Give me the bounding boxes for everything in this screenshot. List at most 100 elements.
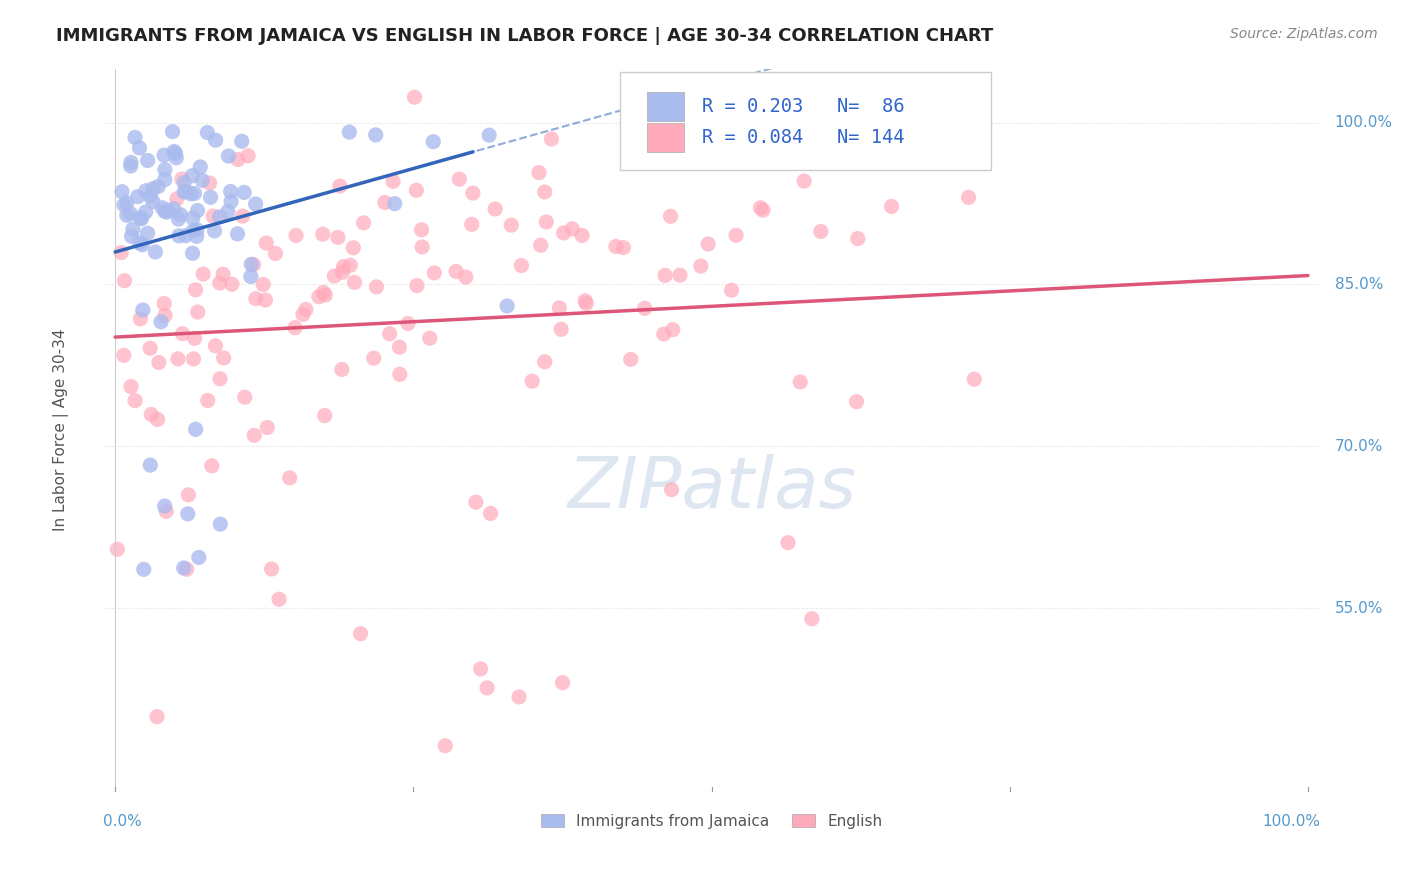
Point [195,126,218,140]
Point [411,223,433,237]
Point [120,206,142,220]
Point [314,288,336,302]
Point [278,471,301,485]
Text: 0.0%: 0.0% [103,814,142,829]
Point [131,211,153,226]
Point [217,149,239,163]
Point [120,159,142,173]
Point [312,285,335,300]
Point [173,185,195,199]
Point [669,268,692,283]
Point [128,141,150,155]
Point [148,355,170,369]
Point [112,198,135,212]
Point [793,174,815,188]
Point [209,517,232,532]
Point [749,201,772,215]
Point [142,181,165,195]
Point [156,205,179,219]
Point [536,215,558,229]
Point [454,270,477,285]
Point [155,504,177,518]
Point [770,122,793,136]
Point [139,341,162,355]
Point [527,166,550,180]
Point [153,499,176,513]
Point [212,267,235,281]
Point [110,245,132,260]
Point [800,612,823,626]
Point [349,626,371,640]
Point [284,320,307,334]
Point [157,203,180,218]
Point [219,185,242,199]
Point [561,222,583,236]
Point [232,209,254,223]
Text: Source: ZipAtlas.com: Source: ZipAtlas.com [1230,27,1378,41]
Point [256,420,278,434]
Point [150,315,173,329]
Point [550,322,572,336]
Point [166,192,188,206]
Point [181,211,204,226]
Point [183,223,205,237]
Point [254,293,277,307]
Point [177,507,200,521]
Point [720,283,742,297]
Point [963,372,986,386]
Point [153,162,176,177]
Point [146,412,169,426]
Point [186,229,208,244]
Text: ZIPatlas: ZIPatlas [567,454,856,523]
Point [132,562,155,576]
Point [295,302,318,317]
FancyBboxPatch shape [647,123,683,152]
Point [165,146,187,161]
Point [180,186,202,201]
Point [405,183,427,197]
Text: R = 0.084   N= 144: R = 0.084 N= 144 [702,128,904,147]
Point [170,172,193,186]
Point [789,375,811,389]
Point [755,156,778,170]
Point [183,351,205,366]
Point [530,238,553,252]
Point [652,327,675,342]
Point [725,228,748,243]
Point [105,542,128,557]
Point [219,194,242,209]
Point [332,260,354,274]
Point [285,228,308,243]
Point [548,301,571,315]
Point [404,90,426,104]
Point [423,266,446,280]
Point [388,368,411,382]
Point [406,278,429,293]
Point [167,212,190,227]
Point [174,228,197,243]
Point [845,394,868,409]
Point [153,204,176,219]
Point [291,308,314,322]
Point [226,153,249,167]
Point [193,267,215,281]
Point [411,240,433,254]
Point [186,203,208,218]
Point [479,507,502,521]
Point [139,458,162,472]
Point [776,535,799,549]
Point [240,257,263,271]
Point [204,339,226,353]
Point [254,235,277,250]
Point [329,179,352,194]
Text: 55.0%: 55.0% [1334,601,1384,615]
Point [187,305,209,319]
Point [314,409,336,423]
Point [366,280,388,294]
Point [510,259,533,273]
Point [177,488,200,502]
Text: 100.0%: 100.0% [1263,814,1320,829]
Point [326,230,349,244]
Point [634,301,657,316]
Point [508,690,530,704]
